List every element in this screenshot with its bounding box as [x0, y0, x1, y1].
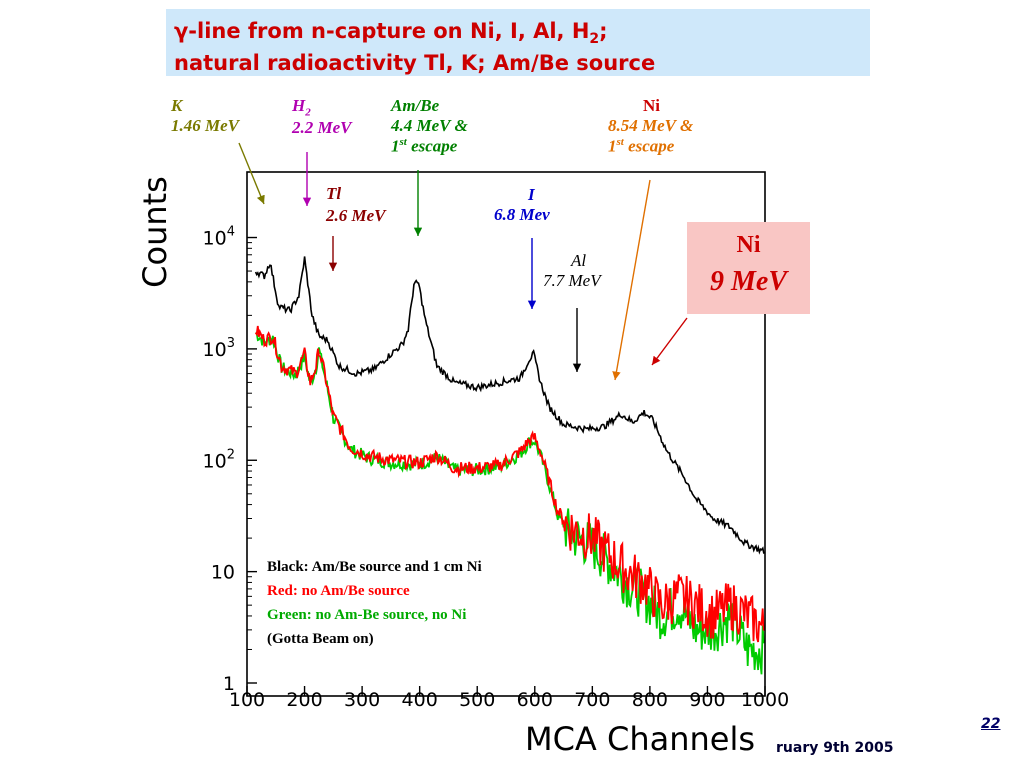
- x-tick-label: 500: [459, 689, 495, 711]
- ambe-energy: 4.4 MeV &: [391, 116, 468, 135]
- y-tick-label: 104: [203, 225, 235, 250]
- x-tick-label: 1000: [741, 689, 789, 711]
- legend-green: Green: no Am-Be source, no Ni: [267, 607, 467, 623]
- slide-title-line-2: natural radioactivity Tl, K; Am/Be sourc…: [174, 51, 656, 75]
- ni-peak-label: Ni 8.54 MeV & 1st escape: [608, 96, 693, 157]
- iodine-label: I 6.8 Mev: [494, 185, 550, 225]
- x-tick-label: 700: [574, 689, 610, 711]
- y-tick-label: 10: [211, 562, 235, 584]
- ni-escape-arrow: [612, 179, 651, 381]
- footer-date: ruary 9th 2005: [776, 740, 894, 756]
- page-number: 22: [981, 716, 1001, 732]
- x-tick-label: 600: [517, 689, 553, 711]
- legend-black: Black: Am/Be source and 1 cm Ni: [267, 559, 482, 575]
- y-tick-label: 1: [223, 673, 235, 695]
- k-name: K: [171, 96, 183, 115]
- ambe-label: Am/Be 4.4 MeV & 1st escape: [391, 96, 468, 157]
- ni-peak-name: Ni: [643, 96, 660, 115]
- tl-energy: 2.6 MeV: [326, 206, 386, 225]
- series-line-black: [254, 256, 765, 555]
- ni-9mev-box: Ni 9 MeV: [687, 222, 810, 314]
- k-energy: 1.46 MeV: [171, 116, 239, 135]
- al-name: Al: [571, 251, 587, 270]
- ni-peak-escape: 1st escape: [608, 136, 675, 156]
- ni-9mev-arrow: [651, 317, 688, 366]
- tl-label: Tl 2.6 MeV: [326, 184, 386, 226]
- k-arrow: [238, 142, 265, 205]
- plot-frame: [246, 171, 766, 697]
- y-tick-label: 102: [203, 447, 235, 472]
- axis-ticks: 100 200 300 400 500 600 700 800 900 1000 1 10 102 103…: [203, 225, 790, 711]
- legend-note: (Gotta Beam on): [267, 631, 374, 647]
- y-tick-label: 103: [203, 336, 235, 361]
- x-tick-label: 100: [229, 689, 265, 711]
- k-label: K 1.46 MeV: [171, 96, 239, 136]
- ni-box-energy: 9 MeV: [710, 266, 787, 297]
- al-label: Al 7.7 MeV: [543, 251, 601, 291]
- iodine-energy: 6.8 Mev: [494, 205, 550, 224]
- x-tick-label: 900: [689, 689, 725, 711]
- ni-peak-energy: 8.54 MeV &: [608, 116, 694, 135]
- ambe-escape: 1st escape: [391, 136, 458, 156]
- tl-name: Tl: [326, 184, 342, 203]
- h2-energy: 2.2 MeV: [292, 118, 352, 138]
- x-axis-label: MCA Channels: [525, 720, 755, 758]
- al-energy: 7.7 MeV: [543, 271, 601, 290]
- x-tick-label: 800: [632, 689, 668, 711]
- slide-title-box: γ-line from n-capture on Ni, I, Al, H2; …: [166, 9, 870, 76]
- iodine-name: I: [528, 185, 535, 204]
- series-line-red: [254, 325, 765, 643]
- y-axis-label: Counts: [136, 176, 174, 288]
- x-tick-label: 400: [402, 689, 438, 711]
- h2-label: H2 2.2 MeV: [292, 96, 352, 138]
- x-tick-label: 300: [344, 689, 380, 711]
- ambe-name: Am/Be: [391, 96, 440, 115]
- ni-box-name: Ni: [736, 232, 761, 258]
- legend-red: Red: no Am/Be source: [267, 583, 410, 599]
- h2-name: H2: [292, 96, 311, 119]
- spectrum-curves: [254, 256, 765, 675]
- slide-title-line-1: γ-line from n-capture on Ni, I, Al, H2;: [174, 19, 608, 48]
- x-tick-label: 200: [286, 689, 322, 711]
